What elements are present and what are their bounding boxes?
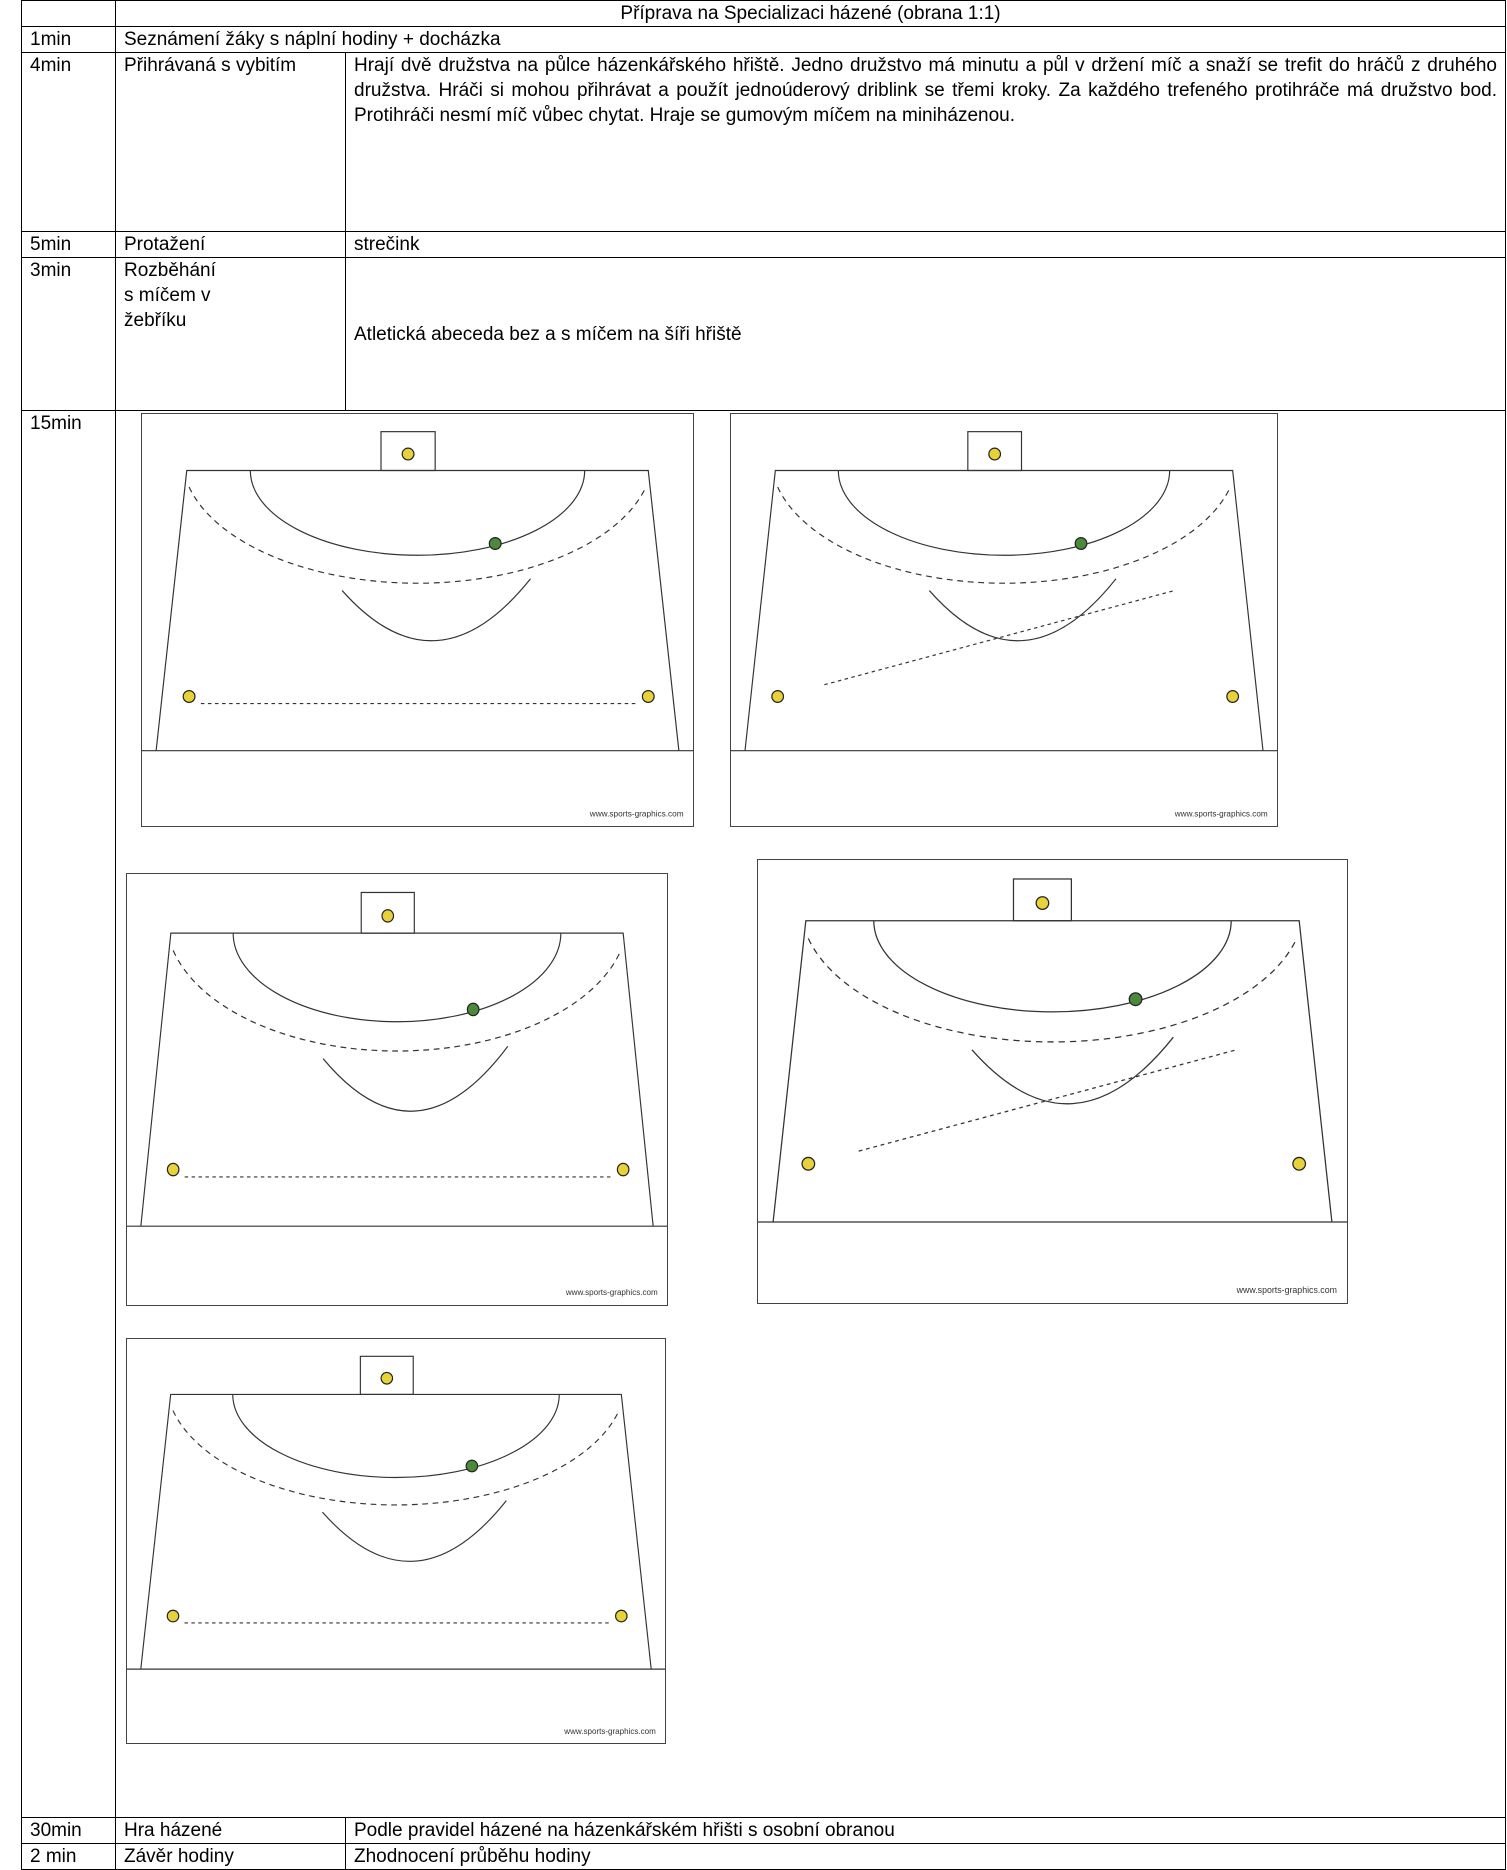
- description: strečink: [344, 231, 1507, 258]
- run-arrow: [341, 578, 531, 642]
- activity: Rozběhání s míčem v žebříku: [115, 257, 346, 411]
- field-lines: [142, 469, 693, 752]
- goal: [360, 891, 415, 934]
- goal-area: [232, 933, 562, 1023]
- activity: Seznámení žáky s náplní hodiny + docházk…: [114, 26, 1507, 53]
- row: 2 min Závěr hodiny Zhodnocení průběhu ho…: [21, 1843, 1507, 1870]
- diagram: www.sports-graphics.com: [126, 873, 668, 1306]
- diagram: www.sports-graphics.com: [757, 859, 1348, 1304]
- time: 1min: [21, 26, 116, 53]
- defender: [465, 1459, 479, 1473]
- time: 15min: [21, 410, 116, 1818]
- player: [641, 690, 655, 703]
- player: [166, 1162, 180, 1177]
- row: 30min Hra házené Podle pravidel házené n…: [21, 1817, 1507, 1844]
- diagram: www.sports-graphics.com: [730, 413, 1278, 827]
- title: Příprava na Specializaci házené (obrana …: [114, 0, 1507, 27]
- player: [380, 1371, 394, 1385]
- goal-area: [232, 1394, 560, 1479]
- player: [1226, 690, 1240, 703]
- diagram-area: www.sports-graphics.com www.sports-graphi…: [117, 412, 1505, 1817]
- row: 3min Rozběhání s míčem v žebříku Atletic…: [21, 257, 1507, 411]
- player: [771, 690, 785, 703]
- credit: www.sports-graphics.com: [565, 1287, 658, 1297]
- header-row: Příprava na Specializaci házené (obrana …: [21, 0, 1507, 27]
- row: 5min Protažení strečink: [21, 231, 1507, 258]
- run-arrow: [971, 1036, 1174, 1105]
- player: [1292, 1156, 1307, 1171]
- goal: [1012, 878, 1073, 922]
- credit: www.sports-graphics.com: [589, 810, 684, 819]
- description: Atletická abeceda bez a s míčem na šíři …: [344, 257, 1507, 411]
- row: 15min www.sports-graphics.com www.sports-…: [21, 410, 1507, 1818]
- goal-area: [837, 470, 1171, 556]
- player: [801, 1156, 816, 1171]
- activity-line: žebříku: [124, 310, 187, 331]
- time: 3min: [21, 257, 116, 411]
- player: [616, 1162, 630, 1177]
- goal: [380, 431, 436, 472]
- player: [614, 1609, 628, 1623]
- activity-line: Rozběhání: [124, 260, 216, 281]
- defender: [466, 1002, 480, 1017]
- credit: www.sports-graphics.com: [563, 1727, 656, 1736]
- free-throw-line: [807, 938, 1298, 1043]
- free-throw-line: [172, 1410, 620, 1506]
- goal: [967, 431, 1023, 472]
- field-lines: [731, 469, 1277, 752]
- time: 4min: [21, 52, 116, 232]
- goal-area: [873, 920, 1232, 1013]
- field-lines: [127, 1393, 665, 1670]
- defender: [1128, 992, 1143, 1007]
- goal: [359, 1355, 414, 1395]
- time: 5min: [21, 231, 116, 258]
- run-arrow: [928, 578, 1117, 642]
- goal-area: [249, 470, 586, 556]
- lesson-table: Příprava na Specializaci házené (obrana …: [21, 0, 1507, 1870]
- free-throw-line: [172, 950, 622, 1052]
- player: [1035, 896, 1050, 910]
- player: [381, 909, 395, 923]
- activity: Protažení: [115, 231, 346, 258]
- run-arrow: [321, 1500, 507, 1562]
- defender: [1074, 537, 1088, 550]
- credit: www.sports-graphics.com: [1174, 810, 1268, 819]
- activity: Závěr hodiny: [115, 1843, 346, 1870]
- run-arrow: [322, 1046, 509, 1112]
- free-throw-line: [777, 486, 1231, 584]
- pass-arrow: [858, 1049, 1237, 1152]
- field-lines: [758, 920, 1347, 1223]
- diagram: www.sports-graphics.com: [141, 413, 694, 827]
- time: 30min: [21, 1817, 116, 1844]
- activity-line: s míčem v: [124, 285, 211, 306]
- player: [401, 447, 415, 461]
- row: 4min Přihrávaná s vybitím Hrají dvě druž…: [21, 52, 1507, 232]
- description: Podle pravidel házené na házenkářském hř…: [344, 1817, 1507, 1844]
- free-throw-line: [188, 486, 647, 584]
- description: Hrají dvě družstva na půlce házenkářskéh…: [344, 52, 1507, 232]
- row: 1min Seznámení žáky s náplní hodiny + do…: [21, 26, 1507, 53]
- activity: Hra házené: [115, 1817, 346, 1844]
- defender: [488, 537, 502, 550]
- player: [166, 1609, 180, 1623]
- diagram-cell: www.sports-graphics.com www.sports-graphi…: [114, 410, 1507, 1818]
- field-lines: [127, 932, 667, 1227]
- player: [988, 447, 1002, 461]
- pass-arrow: [824, 590, 1175, 686]
- player: [182, 690, 196, 703]
- activity: Přihrávaná s vybitím: [115, 52, 346, 232]
- description: Zhodnocení průběhu hodiny: [344, 1843, 1507, 1870]
- credit: www.sports-graphics.com: [1236, 1285, 1337, 1295]
- diagram: www.sports-graphics.com: [126, 1338, 666, 1744]
- time: 2 min: [21, 1843, 116, 1870]
